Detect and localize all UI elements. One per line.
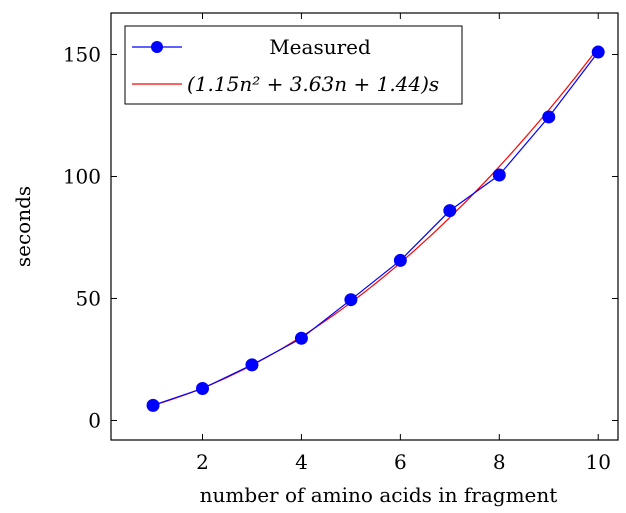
y-tick-label: 50 [76, 286, 101, 310]
measured-data-point [146, 398, 160, 412]
x-tick-label: 4 [295, 450, 308, 474]
plot-frame [110, 12, 619, 441]
legend-fit-label: (1.15n² + 3.63n + 1.44)s [187, 72, 439, 96]
y-tick-label: 0 [88, 408, 101, 432]
x-tick-label: 8 [493, 450, 506, 474]
x-tick-label: 2 [196, 450, 209, 474]
measured-data-point [591, 45, 605, 59]
x-tick-label: 10 [585, 450, 610, 474]
legend-box [124, 25, 463, 105]
measured-data-point [542, 110, 556, 124]
measured-data-point [294, 331, 308, 345]
measured-data-point [443, 204, 457, 218]
legend-measured-marker [151, 41, 163, 53]
measured-data-point [196, 382, 210, 396]
x-tick-label: 6 [394, 450, 407, 474]
measured-data-point [245, 358, 259, 372]
measured-series-line [152, 51, 599, 406]
measured-data-point [393, 253, 407, 267]
y-tick-label: 100 [63, 164, 101, 188]
legend-measured-label: Measured [269, 35, 371, 59]
x-axis-label: number of amino acids in fragment [200, 483, 558, 507]
y-axis-label: seconds [11, 186, 35, 267]
y-tick-label: 150 [63, 42, 101, 66]
measured-data-point [492, 168, 506, 182]
measured-data-point [344, 293, 358, 307]
